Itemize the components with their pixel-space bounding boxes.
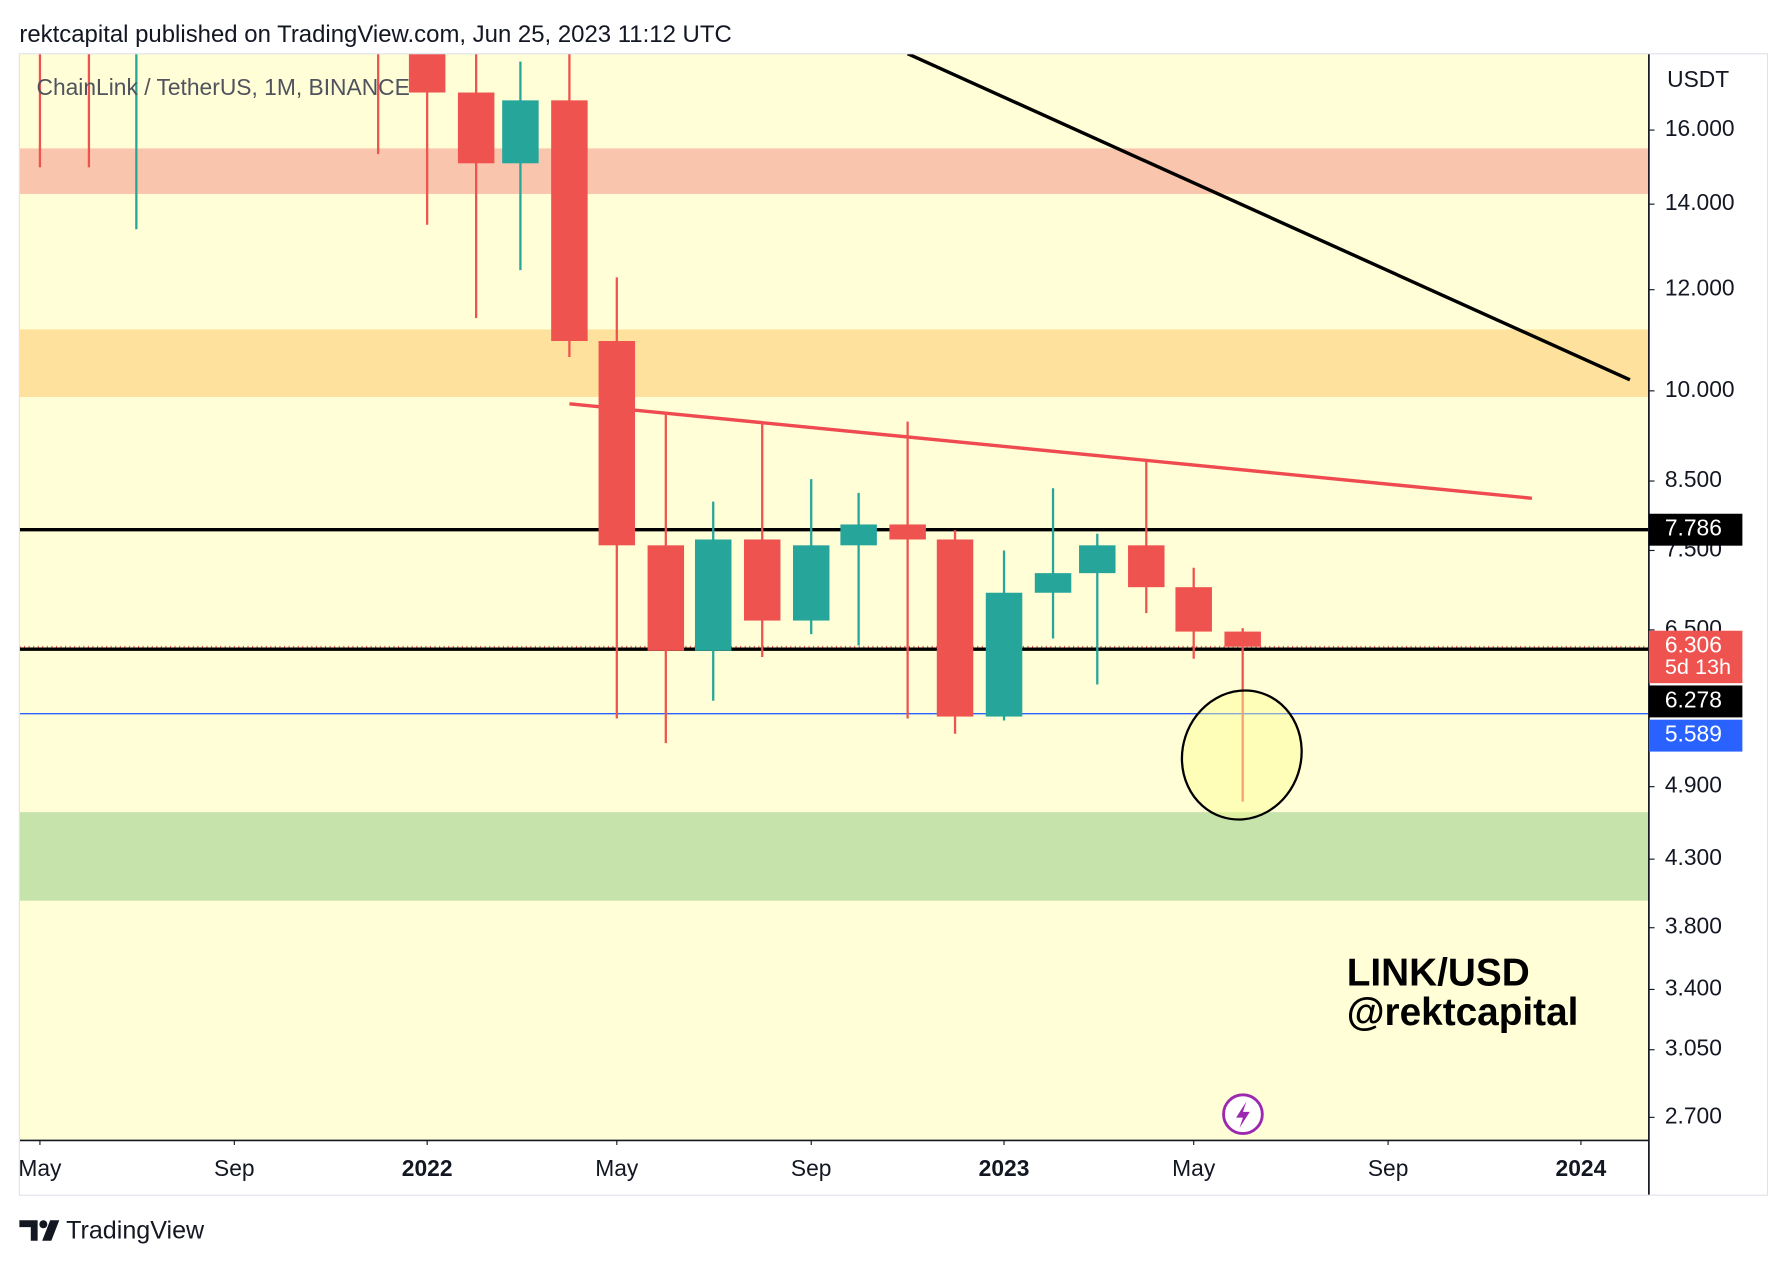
y-tick-label: 3.400: [1665, 974, 1722, 1000]
y-tick-label: 14.000: [1665, 189, 1735, 215]
x-tick-label: Sep: [791, 1155, 832, 1181]
header: rektcapital published on TradingView.com…: [19, 21, 731, 48]
watermark-line: LINK/USD: [1347, 951, 1530, 994]
footer-logo: [19, 1220, 60, 1241]
price-axis: 16.00014.00012.00010.0008.5007.5006.5004…: [1648, 115, 1735, 1128]
y-tick-label: 3.800: [1665, 913, 1722, 939]
trendline: [906, 53, 1631, 382]
time-axis: May Sep 2022 May Sep 2023 May Sep 2024: [18, 1140, 1607, 1181]
price-label-box: [1648, 685, 1743, 718]
x-tick-label: Sep: [214, 1155, 255, 1181]
x-tick-label: May: [1172, 1155, 1216, 1181]
y-tick-label: 3.050: [1665, 1035, 1722, 1061]
y-tick-label: 8.500: [1665, 466, 1722, 492]
highlight-ellipse: [1180, 689, 1303, 821]
candle-body: [743, 539, 781, 621]
frame: [18, 53, 1769, 1196]
price-label: 7.786: [1665, 515, 1722, 541]
trendline: [569, 402, 1533, 500]
candle-body: [840, 524, 877, 546]
candle-body: [551, 100, 588, 342]
price-label: 6.278: [1665, 686, 1722, 712]
price-label-box: [1648, 630, 1743, 684]
currency-label: USDT: [1667, 66, 1729, 92]
x-tick-label: May: [595, 1155, 639, 1181]
candle-body: [1175, 587, 1212, 632]
zone: [19, 329, 1649, 397]
countdown-label: 5d 13h: [1665, 654, 1731, 679]
zone: [19, 148, 1649, 194]
y-tick-label: 10.000: [1665, 376, 1735, 402]
footer-brand: TradingView: [66, 1216, 205, 1244]
y-tick-label: 16.000: [1665, 115, 1735, 141]
x-tick-label: Sep: [1368, 1155, 1409, 1181]
price-label: 5.589: [1665, 721, 1722, 747]
watermark-line: @rektcapital: [1347, 991, 1579, 1034]
symbol-legend: ChainLink / TetherUS, 1M, BINANCE: [36, 74, 409, 100]
candle-body: [1128, 545, 1165, 588]
candle-body: [598, 341, 636, 546]
y-tick-label: 4.300: [1665, 844, 1722, 870]
logo-mark: [42, 1220, 60, 1241]
logo-mark: [19, 1220, 38, 1241]
candle-body: [502, 100, 539, 164]
price-label: 6.306: [1665, 632, 1722, 658]
x-tick-label: 2022: [402, 1155, 453, 1181]
y-tick-label: 2.700: [1665, 1102, 1722, 1128]
plot-background: [19, 53, 1649, 1141]
x-tick-label: 2023: [979, 1155, 1030, 1181]
x-tick-label: May: [18, 1155, 62, 1181]
price-label-box: [1648, 719, 1743, 752]
zone: [19, 812, 1649, 901]
lightning-icon: [1222, 1093, 1264, 1136]
logo-dot: [39, 1220, 48, 1229]
candle-body: [936, 539, 974, 717]
x-tick-label: 2024: [1556, 1155, 1607, 1181]
y-tick-label: 4.900: [1665, 772, 1722, 798]
candle-body: [408, 53, 446, 93]
candle-body: [694, 539, 732, 651]
candle-body: [1034, 573, 1072, 593]
candle-body: [792, 545, 830, 621]
candle-body: [1079, 545, 1116, 574]
icon-bolt: [1236, 1101, 1250, 1128]
price-label-box: [1648, 513, 1743, 546]
plot-area: [19, 53, 1649, 901]
candle-body: [1224, 631, 1261, 647]
candle-body: [985, 592, 1023, 717]
candle-body: [889, 524, 926, 540]
candle-body: [647, 545, 685, 651]
y-tick-label: 12.000: [1665, 275, 1735, 301]
candle-body: [457, 92, 495, 164]
